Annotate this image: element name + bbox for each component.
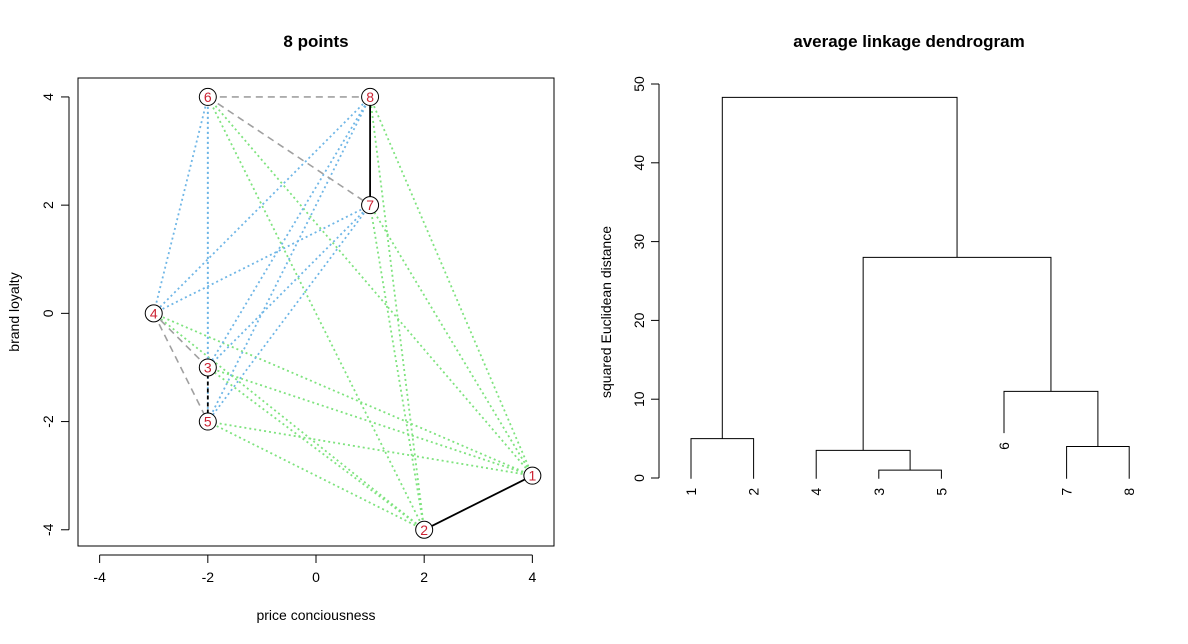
scatter-edge	[207, 96, 371, 422]
scatter-edge	[153, 312, 425, 531]
scatter-point-label: 6	[204, 89, 212, 105]
scatter-edge	[207, 96, 371, 206]
scatter-edges	[152, 96, 534, 531]
scatter-point	[198, 87, 217, 106]
scatter-plot-frame	[77, 77, 555, 547]
scatter-point-label: 4	[150, 305, 158, 321]
scatter-y-tick-label: 4	[40, 93, 56, 101]
scatter-title: 8 points	[283, 32, 348, 51]
scatter-x-axis-label: price conciousness	[256, 607, 375, 623]
scatter-point-label: 5	[204, 414, 212, 430]
scatter-edge	[207, 96, 371, 368]
dendrogram-panel: average linkage dendrogram squared Eucli…	[598, 32, 1137, 496]
dendrogram-y-tick-label: 50	[631, 76, 647, 92]
dendrogram-leaf-label: 2	[746, 488, 762, 496]
scatter-edge	[207, 366, 425, 531]
dendrogram-link	[862, 256, 1052, 451]
scatter-edge	[369, 204, 534, 477]
scatter-edge	[153, 312, 209, 369]
dendrogram-y-tick-label: 10	[631, 391, 647, 407]
dendrogram-leaf-label: 4	[808, 488, 824, 496]
scatter-edge	[207, 96, 534, 477]
dendrogram-y-tick-label: 0	[631, 474, 647, 482]
scatter-point	[198, 358, 217, 377]
scatter-x-tick-label: -2	[202, 569, 215, 585]
scatter-edge	[153, 312, 209, 422]
dendrogram-links	[690, 96, 1130, 479]
dendrogram-y-tick-label: 30	[631, 234, 647, 250]
scatter-edge	[153, 96, 371, 314]
scatter-point-label: 2	[420, 522, 428, 538]
scatter-edge	[207, 420, 533, 477]
dendrogram-link	[878, 469, 942, 479]
scatter-edge	[153, 204, 371, 315]
dendrogram-leaf-label: 3	[871, 488, 887, 496]
scatter-edge	[369, 204, 426, 530]
dendrogram-link	[1066, 445, 1130, 479]
scatter-point-label: 7	[366, 197, 374, 213]
scatter-y-tick-label: -4	[40, 523, 56, 536]
scatter-edge	[207, 96, 425, 531]
scatter-point-label: 8	[366, 89, 374, 105]
scatter-x-tick-label: 2	[420, 569, 428, 585]
scatter-edge	[207, 204, 371, 369]
scatter-point	[415, 520, 434, 539]
scatter-y-tick-label: 2	[40, 201, 56, 209]
dendrogram-link	[690, 438, 755, 479]
scatter-point	[144, 304, 163, 323]
dendrogram-leaf-label: 8	[1121, 488, 1137, 496]
dendrogram-y-axis-label: squared Euclidean distance	[598, 226, 614, 398]
scatter-edge	[207, 420, 425, 531]
scatter-point-label: 3	[204, 359, 212, 375]
dendrogram-leaf-label: 7	[1059, 488, 1075, 496]
scatter-point	[361, 196, 380, 215]
dendrogram-leaves: 1 2 4 3 5 6 7 8	[683, 442, 1137, 496]
scatter-edge	[369, 96, 534, 477]
scatter-y-tick-label: 0	[40, 309, 56, 317]
scatter-y-axis-label: brand loyalty	[6, 272, 22, 351]
scatter-edge	[153, 312, 533, 477]
dendrogram-leaf-label: 5	[933, 488, 949, 496]
dendrogram-y-tick-label: 40	[631, 155, 647, 171]
scatter-x-tick-label: -4	[93, 569, 106, 585]
scatter-point	[361, 87, 380, 106]
dendrogram-y-tick-label: 20	[631, 312, 647, 328]
scatter-point	[198, 412, 217, 431]
scatter-edge	[152, 96, 209, 314]
dendrogram-leaf-label: 1	[683, 488, 699, 496]
dendrogram-title: average linkage dendrogram	[793, 32, 1024, 51]
dendrogram-link	[815, 449, 911, 479]
scatter-edge	[423, 474, 533, 531]
scatter-panel: 8 points price conciousness brand loyalt…	[6, 32, 555, 623]
scatter-y-tick-label: -2	[40, 415, 56, 428]
dendrogram-leaf-label: 6	[996, 442, 1012, 450]
dendrogram-link	[1003, 390, 1099, 447]
scatter-x-tick-label: 0	[312, 569, 320, 585]
scatter-point	[523, 466, 542, 485]
scatter-points: 1 2 3 4 5 6 7 8	[144, 87, 542, 539]
scatter-axes: -4 -2 0 2 4 -4 -2 0 2 4	[40, 93, 536, 585]
scatter-x-tick-label: 4	[528, 569, 536, 585]
scatter-point-label: 1	[528, 468, 536, 484]
dendrogram-axis: 0 10 20 30 40 50	[631, 76, 660, 482]
scatter-edge	[207, 204, 371, 423]
dendrogram-link	[721, 96, 958, 439]
